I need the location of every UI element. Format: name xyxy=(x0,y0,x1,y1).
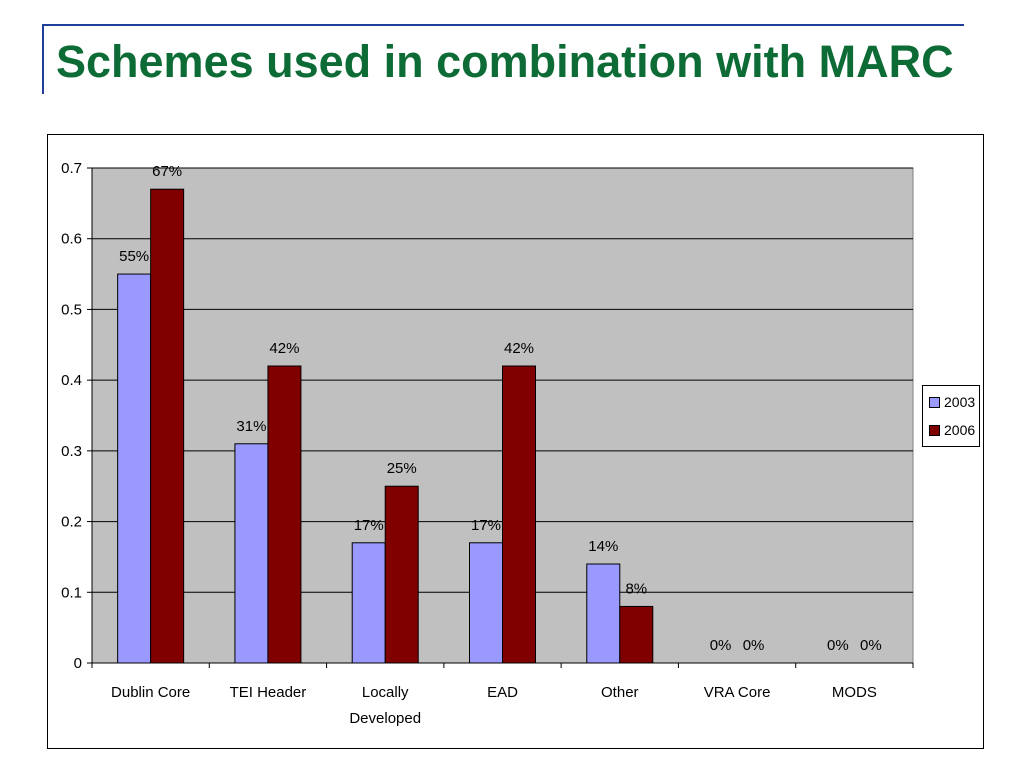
legend-label-2003: 2003 xyxy=(944,394,976,410)
data-label-2006: 25% xyxy=(387,460,417,477)
bar-2006 xyxy=(267,365,302,664)
chart-legend: 2003 2006 xyxy=(922,385,980,447)
x-tick-label: Developed xyxy=(349,710,421,727)
legend-label-2006: 2006 xyxy=(944,422,976,438)
bar-2006 xyxy=(150,188,185,664)
data-label-2003: 0% xyxy=(710,637,732,654)
legend-swatch-2003 xyxy=(929,396,940,408)
y-tick-label: 0.4 xyxy=(61,372,82,389)
y-tick-label: 0.5 xyxy=(61,301,82,318)
data-label-2003: 55% xyxy=(119,248,149,265)
legend-item-2006: 2006 xyxy=(929,422,975,438)
legend-swatch-2006 xyxy=(929,424,940,436)
data-label-2006: 42% xyxy=(269,340,299,357)
title-left-rule xyxy=(42,24,44,94)
x-tick-label: Locally xyxy=(362,684,409,701)
bar-2006 xyxy=(502,365,536,664)
x-tick-label: Dublin Core xyxy=(111,684,190,701)
bar-2003 xyxy=(351,542,386,664)
x-tick-label: Other xyxy=(601,684,639,701)
data-label-2003: 14% xyxy=(588,538,618,555)
x-tick-label: TEI Header xyxy=(230,684,307,701)
legend-item-2003: 2003 xyxy=(929,394,975,410)
bar-2003 xyxy=(586,563,621,664)
x-tick-label: VRA Core xyxy=(704,684,771,701)
x-tick-label: EAD xyxy=(487,684,518,701)
y-tick-label: 0.2 xyxy=(61,514,82,531)
data-label-2003: 0% xyxy=(827,637,849,654)
y-tick-label: 0.1 xyxy=(61,584,82,601)
bar-2003 xyxy=(117,273,152,664)
data-label-2006: 0% xyxy=(743,637,765,654)
data-label-2003: 17% xyxy=(354,517,384,534)
y-tick-label: 0 xyxy=(74,655,82,672)
bar-2006 xyxy=(619,605,654,664)
title-top-rule xyxy=(44,24,964,26)
data-label-2006: 67% xyxy=(152,163,182,180)
data-label-2006: 8% xyxy=(625,580,647,597)
data-label-2006: 0% xyxy=(860,637,882,654)
bar-2006 xyxy=(384,485,419,664)
bar-2003 xyxy=(234,443,269,664)
y-tick-label: 0.6 xyxy=(61,231,82,248)
data-label-2003: 31% xyxy=(236,418,266,435)
slide-title: Schemes used in combination with MARC xyxy=(56,36,954,87)
x-tick-label: MODS xyxy=(832,684,877,701)
y-tick-label: 0.3 xyxy=(61,443,82,460)
bar-2003 xyxy=(469,542,503,664)
y-tick-label: 0.7 xyxy=(61,160,82,177)
data-label-2003: 17% xyxy=(471,517,501,534)
data-label-2006: 42% xyxy=(504,340,534,357)
